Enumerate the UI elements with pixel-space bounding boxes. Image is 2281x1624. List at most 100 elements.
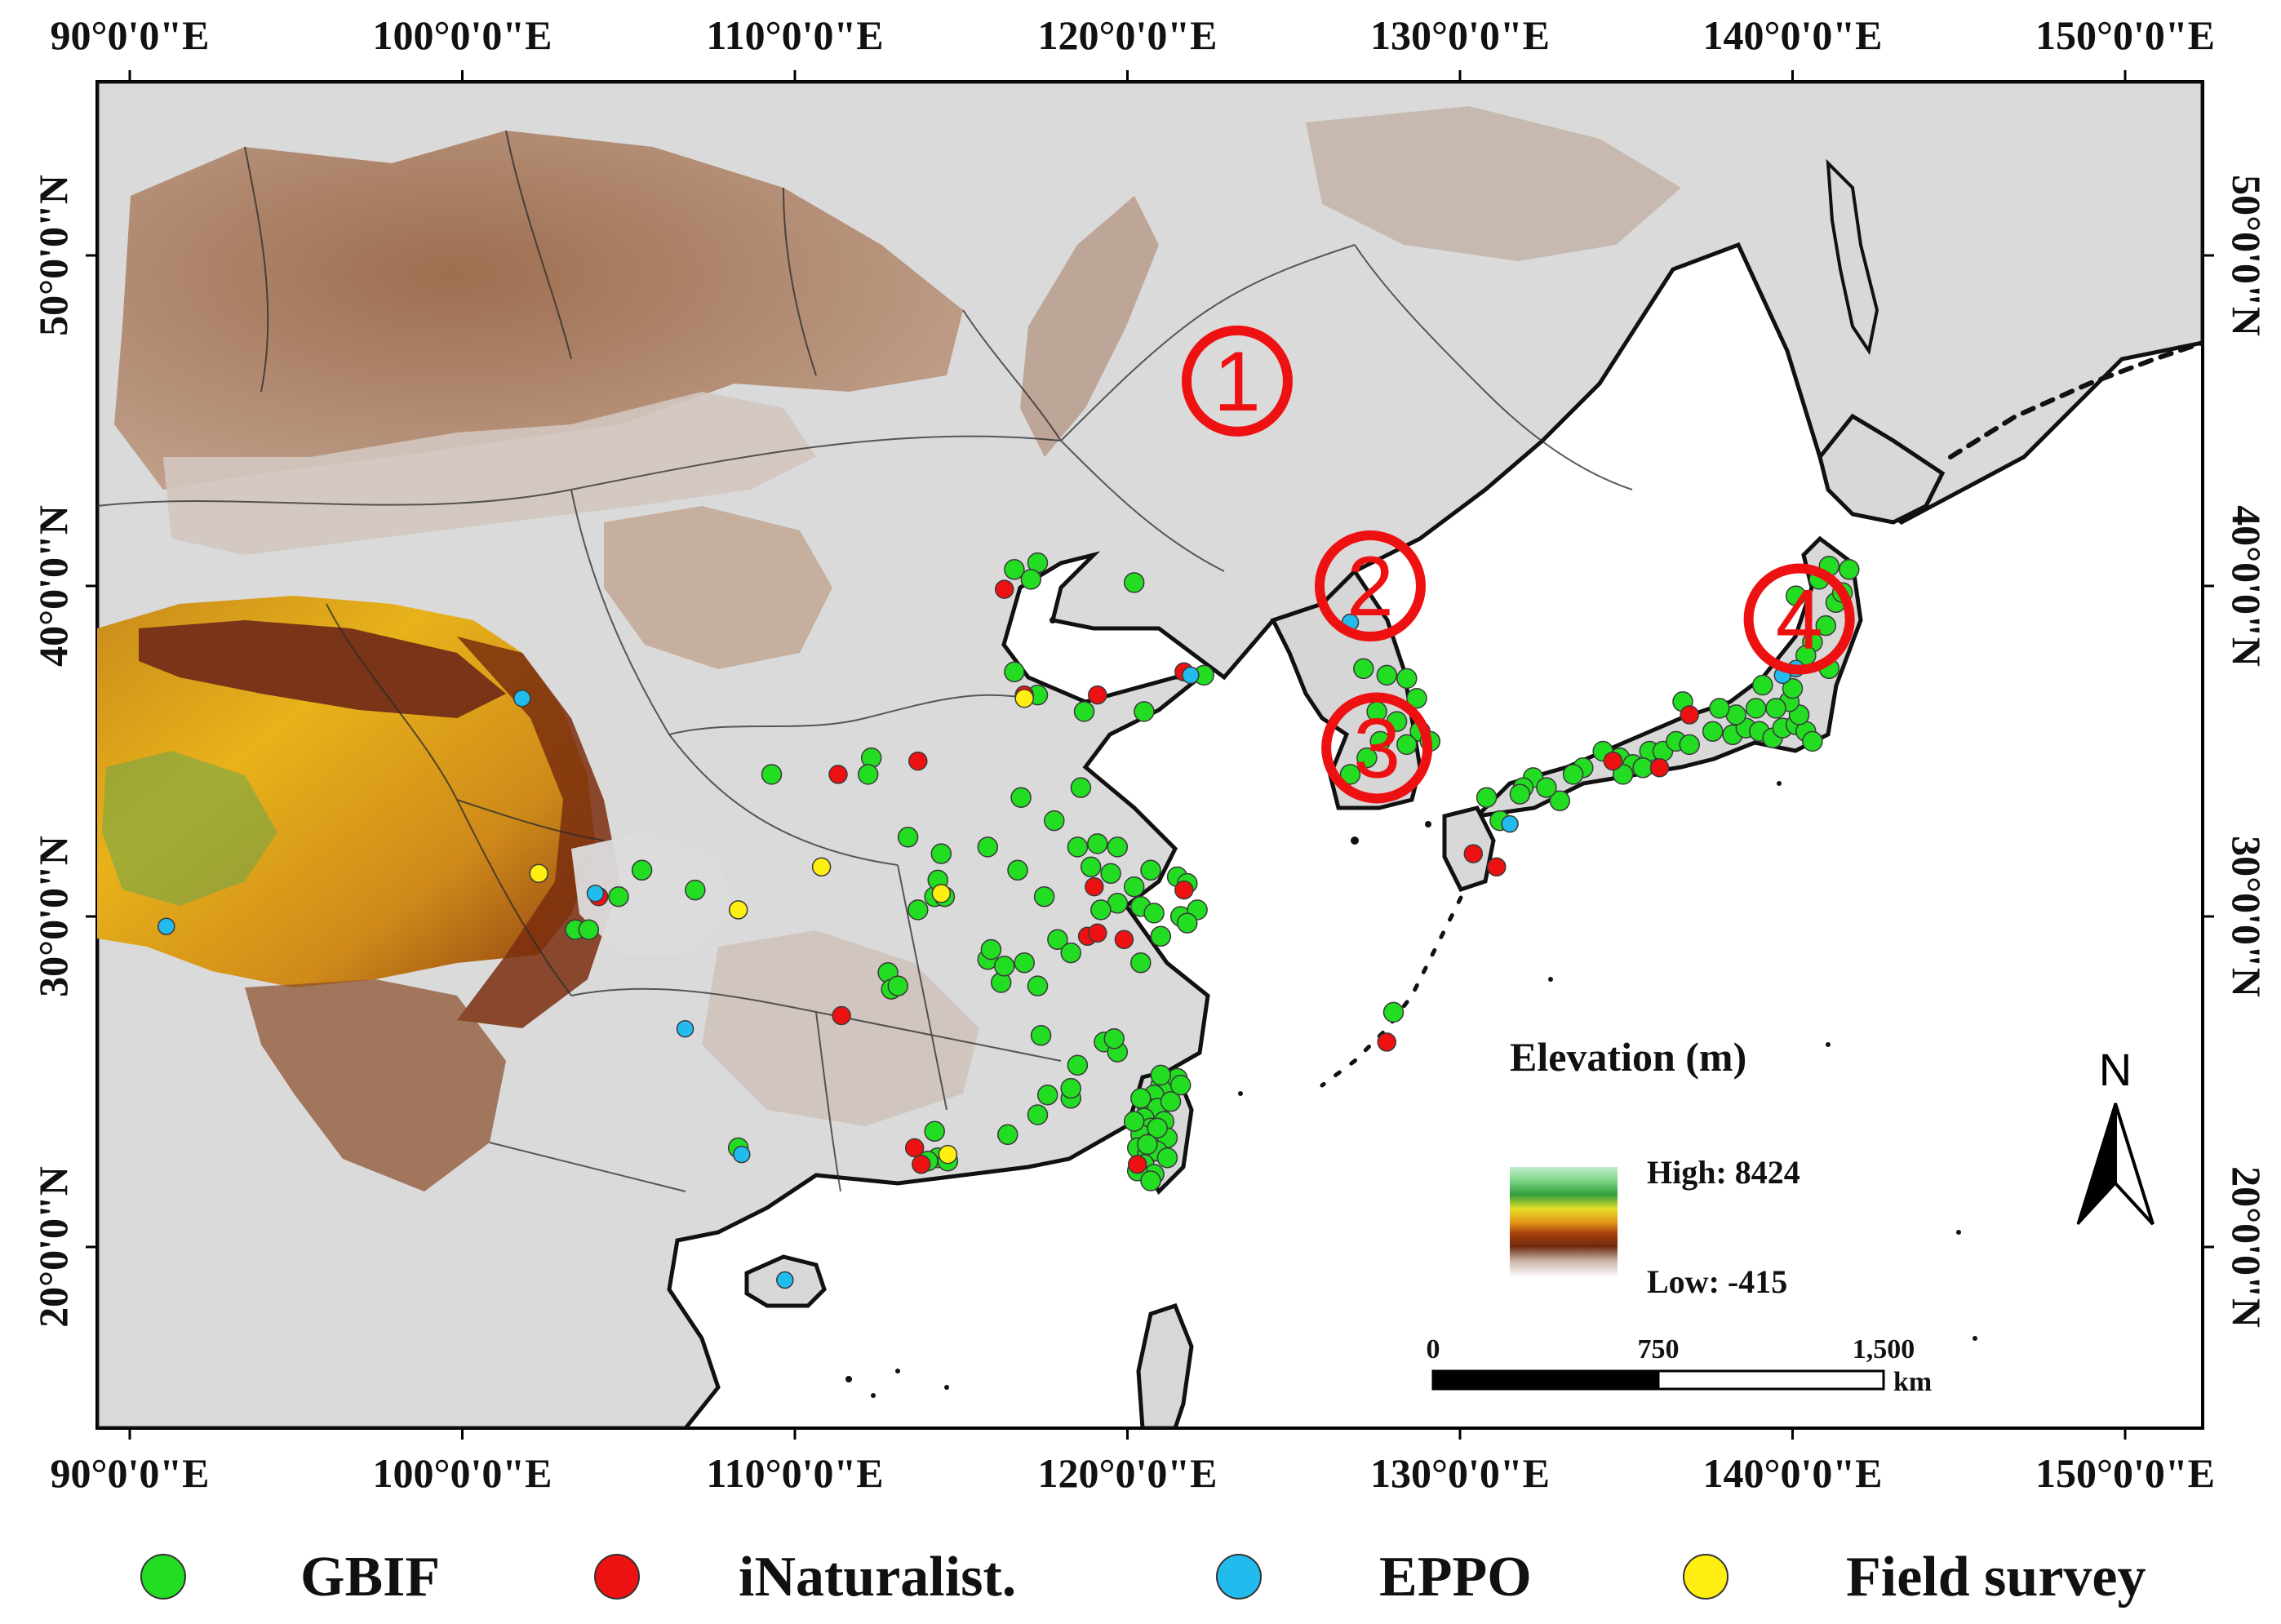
left-label-40: 40°0'0"N bbox=[30, 505, 76, 667]
top-label-100: 100°0'0"E bbox=[373, 12, 552, 58]
inaturalist-point bbox=[908, 751, 928, 771]
gbif-point bbox=[1073, 701, 1095, 722]
gbif-point bbox=[1047, 929, 1068, 951]
loess-plateau bbox=[604, 506, 832, 669]
gbif-point bbox=[1100, 863, 1121, 885]
gbif-point bbox=[1396, 668, 1418, 690]
right-latitude-labels: 50°0'0"N 40°0'0"N 30°0'0"N 20°0'0"N bbox=[2224, 175, 2270, 1328]
bottom-label-120: 120°0'0"E bbox=[1038, 1450, 1218, 1496]
greater-khingan bbox=[1020, 196, 1159, 457]
inaturalist-point bbox=[1127, 1155, 1147, 1174]
gbif-point bbox=[608, 885, 629, 907]
left-latitude-labels: 50°0'0"N 40°0'0"N 30°0'0"N 20°0'0"N bbox=[30, 175, 76, 1328]
right-label-40: 40°0'0"N bbox=[2224, 505, 2270, 667]
top-longitude-labels: 90°0'0"E 100°0'0"E 110°0'0"E 120°0'0"E 130°0… bbox=[51, 12, 2216, 58]
left-label-30: 30°0'0"N bbox=[30, 836, 76, 997]
gbif-point bbox=[1376, 664, 1398, 686]
top-label-130: 130°0'0"E bbox=[1370, 12, 1550, 58]
sichuan-basin bbox=[571, 832, 734, 955]
data-source-legend: GBIF iNaturalist. EPPO Field survey bbox=[140, 1546, 2146, 1608]
gbif-point bbox=[1067, 836, 1089, 858]
eppo-point bbox=[676, 1019, 695, 1038]
gbif-point bbox=[1107, 836, 1129, 858]
legend-label-0: GBIF bbox=[300, 1546, 440, 1608]
inaturalist-point bbox=[1088, 923, 1107, 943]
region-marker-3 bbox=[1321, 692, 1433, 804]
gbif-point bbox=[1033, 885, 1055, 907]
gbif-point bbox=[1177, 912, 1198, 934]
left-label-50: 50°0'0"N bbox=[30, 175, 76, 336]
right-label-30: 30°0'0"N bbox=[2224, 836, 2270, 997]
gbif-point bbox=[1839, 559, 1860, 580]
gbif-point bbox=[924, 1120, 945, 1143]
gbif-point bbox=[930, 843, 952, 864]
gbif-point bbox=[1815, 615, 1837, 637]
top-label-140: 140°0'0"E bbox=[1703, 12, 1883, 58]
ryukyu-islands bbox=[1320, 895, 1463, 1088]
field-survey-points bbox=[529, 688, 1034, 1165]
region-label-3: 3 bbox=[1353, 701, 1400, 796]
mongolia-highlands bbox=[114, 131, 963, 490]
gbif-point bbox=[1030, 1025, 1052, 1046]
north-arrow-label: N bbox=[2099, 1044, 2132, 1095]
gbif-point bbox=[1396, 734, 1418, 756]
north-arrow-icon: N bbox=[2076, 1044, 2155, 1226]
gbif-point bbox=[1143, 903, 1165, 924]
region-marker-2 bbox=[1314, 530, 1426, 641]
eppo-point bbox=[586, 884, 605, 903]
field-survey-point bbox=[931, 883, 952, 903]
eppo-point bbox=[1182, 666, 1200, 685]
gbif-point bbox=[1169, 1074, 1192, 1096]
gbif-point bbox=[685, 879, 706, 901]
inaturalist-point bbox=[828, 765, 848, 784]
gbif-point bbox=[1150, 1064, 1172, 1086]
region-marker-4 bbox=[1743, 563, 1855, 675]
inaturalist-point bbox=[1174, 880, 1194, 900]
scale-bar: 0 750 1,500 km bbox=[1427, 1334, 1933, 1397]
scale-tick-0: 0 bbox=[1427, 1334, 1440, 1364]
scale-tick-750: 750 bbox=[1638, 1334, 1680, 1364]
gbif-point bbox=[1067, 1054, 1089, 1076]
bottom-longitude-labels: 90°0'0"E 100°0'0"E 110°0'0"E 120°0'0"E 130°0… bbox=[51, 1450, 2216, 1496]
gbif-point bbox=[1709, 698, 1730, 719]
gbif-point bbox=[1123, 1111, 1145, 1132]
region-markers: 1 2 3 4 bbox=[1181, 325, 1855, 804]
gbif-point bbox=[1745, 698, 1767, 719]
gbif-point bbox=[1802, 730, 1823, 752]
region-marker-1 bbox=[1181, 325, 1293, 437]
scale-unit: km bbox=[1893, 1367, 1932, 1397]
gbif-point bbox=[1140, 1170, 1161, 1191]
inaturalist-point bbox=[1603, 751, 1623, 771]
gbif-point bbox=[1004, 661, 1025, 683]
region-label-2: 2 bbox=[1347, 539, 1394, 634]
gbif-point bbox=[1339, 764, 1361, 785]
gbif-point bbox=[908, 899, 929, 921]
kuril-islands bbox=[1948, 340, 2203, 459]
inaturalist-point bbox=[912, 1155, 931, 1174]
bottom-label-110: 110°0'0"E bbox=[706, 1450, 883, 1496]
inaturalist-point bbox=[1487, 857, 1507, 877]
gbif-point bbox=[1060, 942, 1081, 964]
gbif-point bbox=[977, 836, 999, 858]
japan-hokkaido bbox=[1817, 413, 1946, 525]
gbif-point bbox=[1020, 569, 1042, 590]
gbif-point bbox=[1087, 833, 1108, 854]
gbif-point bbox=[1027, 1104, 1049, 1125]
gbif-point bbox=[1752, 674, 1773, 696]
gbif-point bbox=[1386, 711, 1408, 732]
eppo-point bbox=[776, 1271, 794, 1289]
gbif-point bbox=[980, 938, 1002, 961]
gbif-point bbox=[1070, 777, 1092, 798]
legend-label-3: Field survey bbox=[1846, 1546, 2146, 1608]
qaidam-basin bbox=[139, 620, 506, 718]
southwest-ranges bbox=[245, 979, 506, 1191]
gbif-point bbox=[1562, 764, 1584, 785]
gbif-point bbox=[1123, 876, 1145, 898]
gbif-point bbox=[1090, 899, 1112, 921]
gbif-point bbox=[1536, 777, 1557, 798]
inaturalist-point bbox=[1649, 758, 1670, 778]
bottom-label-140: 140°0'0"E bbox=[1703, 1450, 1883, 1496]
field-survey-point bbox=[529, 863, 548, 884]
right-label-50: 50°0'0"N bbox=[2224, 175, 2270, 336]
